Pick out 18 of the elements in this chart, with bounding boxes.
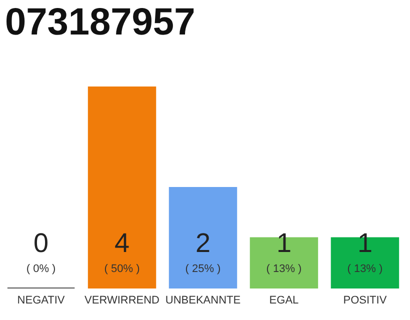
annotation: ( 13% )	[347, 263, 383, 275]
annotation: ( 13% )	[266, 263, 302, 275]
x-tick-label: NEGATIV	[17, 294, 66, 306]
annotation: ( 0% )	[26, 263, 56, 275]
bar	[168, 187, 238, 288]
data-label: 2	[195, 228, 211, 258]
x-tick-label: VERWIRREND	[84, 294, 160, 306]
annotation: ( 25% )	[185, 263, 221, 275]
chart-title: 073187957	[5, 2, 196, 44]
data-label: 1	[357, 228, 372, 258]
x-tick-label: EGAL	[269, 294, 299, 306]
data-label: 0	[34, 228, 49, 258]
data-label: 1	[276, 228, 292, 258]
x-tick-label: POSITIV	[343, 294, 388, 306]
x-tick-label: UNBEKANNTE	[165, 294, 241, 306]
data-label: 4	[114, 228, 130, 258]
bar	[88, 86, 156, 288]
annotation: ( 50% )	[104, 263, 140, 275]
